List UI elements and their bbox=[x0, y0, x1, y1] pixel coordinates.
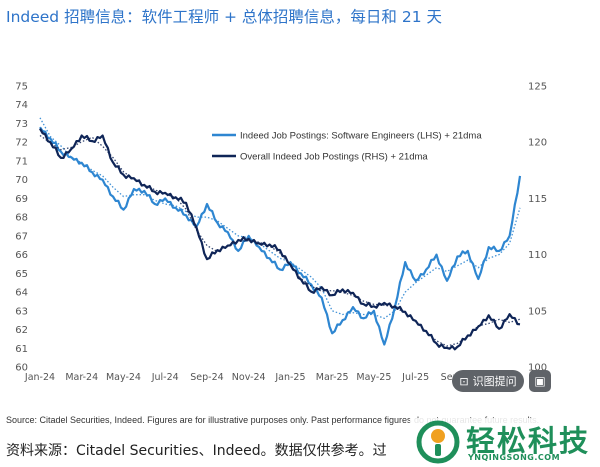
left-tick-label: 66 bbox=[15, 250, 28, 261]
x-tick-label: Mar-25 bbox=[316, 372, 349, 383]
x-tick-label: Nov-24 bbox=[232, 372, 266, 383]
watermark: 轻松科技 YNQINGSONG.COM bbox=[410, 418, 598, 466]
x-tick-label: Jul-25 bbox=[401, 372, 429, 383]
series-1-dma-line bbox=[39, 134, 521, 347]
chart-legend: Indeed Job Postings: Software Engineers … bbox=[212, 131, 482, 163]
left-tick-label: 69 bbox=[15, 194, 28, 205]
left-tick-label: 60 bbox=[15, 363, 28, 374]
image-button[interactable]: ▣ bbox=[529, 370, 551, 392]
left-tick-label: 64 bbox=[15, 288, 28, 299]
left-tick-label: 71 bbox=[15, 156, 28, 167]
right-tick-label: 120 bbox=[528, 138, 547, 149]
source-note: Source: Citadel Securities, Indeed. Figu… bbox=[6, 415, 540, 425]
legend-label-0: Indeed Job Postings: Software Engineers … bbox=[240, 131, 482, 142]
series-0-dma-line bbox=[39, 117, 521, 320]
left-tick-label: 73 bbox=[15, 119, 28, 130]
series-0-line bbox=[39, 126, 522, 346]
line-chart: 60 61 62 63 64 65 66 67 68 69 70 71 72 73 74 75 100 105 11… bbox=[15, 82, 547, 384]
right-tick-label: 110 bbox=[528, 250, 547, 261]
x-tick-label: May-25 bbox=[356, 372, 391, 383]
image-question-button[interactable]: ⊡ 识图提问 bbox=[452, 370, 524, 392]
left-tick-label: 70 bbox=[15, 175, 28, 186]
legend-label-1: Overall Indeed Job Postings (RHS) + 21dm… bbox=[240, 152, 428, 163]
x-tick-label: Jan-25 bbox=[274, 372, 305, 383]
x-tick-label: Jan-24 bbox=[24, 372, 55, 383]
left-tick-label: 75 bbox=[15, 82, 28, 93]
chart-series bbox=[39, 117, 522, 351]
left-tick-label: 61 bbox=[15, 344, 28, 355]
chart-title: Indeed 招聘信息：软件工程师 + 总体招聘信息，每日和 21 天 bbox=[6, 8, 442, 26]
right-tick-label: 125 bbox=[528, 82, 547, 93]
left-tick-label: 74 bbox=[15, 100, 28, 111]
left-tick-label: 67 bbox=[15, 231, 28, 242]
watermark-logo-icon bbox=[416, 420, 460, 464]
x-tick-label: Sep-24 bbox=[190, 372, 223, 383]
x-tick-label: May-24 bbox=[106, 372, 141, 383]
series-1-line bbox=[39, 128, 521, 351]
image-icon: ▣ bbox=[534, 374, 546, 388]
x-tick-label: Jul-24 bbox=[151, 372, 179, 383]
right-tick-label: 115 bbox=[528, 194, 547, 205]
left-tick-label: 68 bbox=[15, 213, 28, 224]
left-tick-label: 63 bbox=[15, 306, 28, 317]
x-tick-label: Mar-24 bbox=[65, 372, 98, 383]
left-tick-label: 65 bbox=[15, 269, 28, 280]
right-tick-label: 105 bbox=[528, 306, 547, 317]
right-tick-label: 100 bbox=[528, 363, 547, 374]
left-tick-label: 62 bbox=[15, 325, 28, 336]
left-tick-label: 72 bbox=[15, 138, 28, 149]
watermark-url: YNQINGSONG.COM bbox=[468, 453, 561, 462]
image-question-label: 识图提问 bbox=[472, 375, 517, 388]
caption-text: 资料来源：Citadel Securities、Indeed。数据仅供参考。过 bbox=[6, 443, 387, 459]
scan-text-icon: ⊡ bbox=[459, 374, 469, 388]
watermark-name: 轻松科技 bbox=[466, 424, 591, 458]
